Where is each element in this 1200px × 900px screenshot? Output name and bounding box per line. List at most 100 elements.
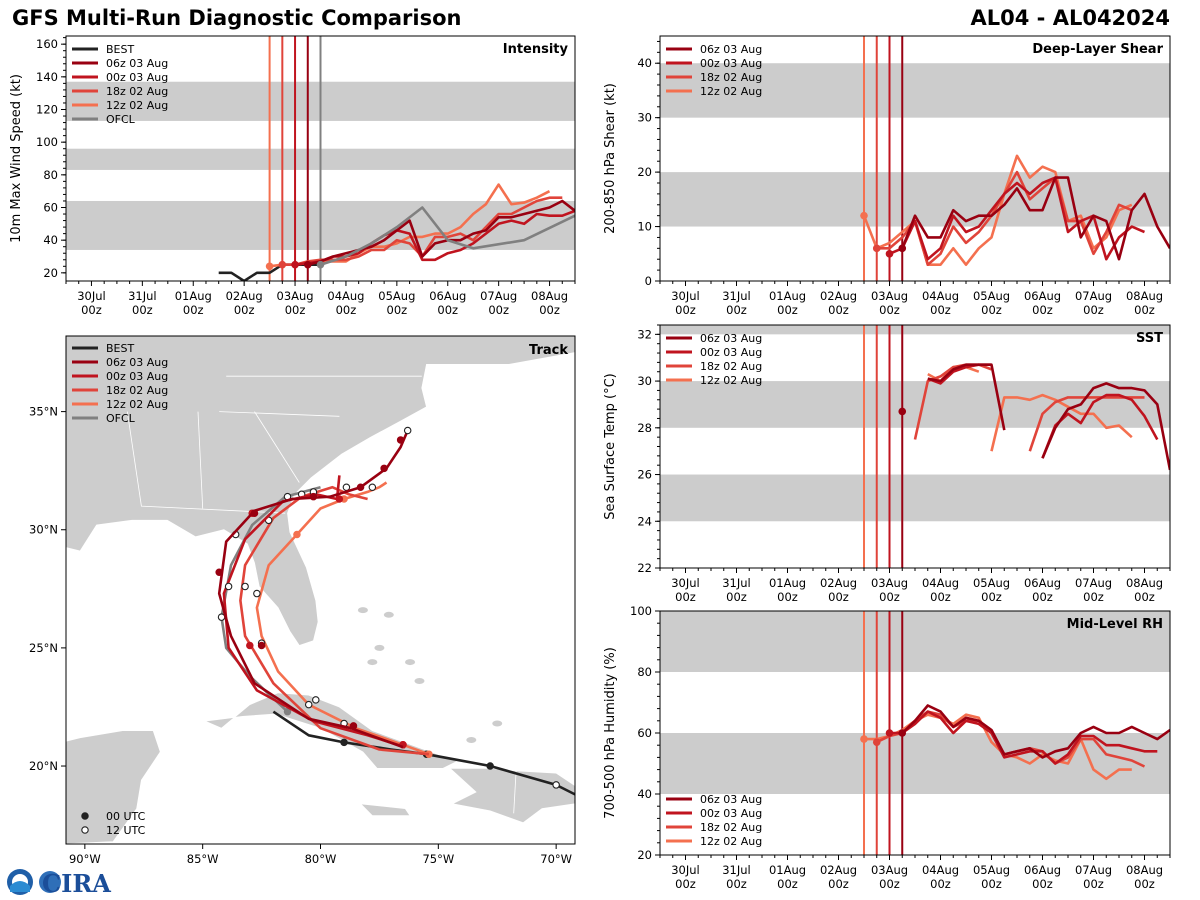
plot-area [66,36,575,281]
y-tick-label: 40 [637,56,652,70]
legend-label: 18z 02 Aug [106,85,168,98]
plot-area [660,611,1170,855]
jamaica [359,803,411,816]
x-tick-label: 07Aug [1075,863,1112,877]
y-axis-label: 700-500 hPa Humidity (%) [603,647,618,819]
position-12utc [224,582,233,591]
plot-area [660,325,1170,568]
legend-label: OFCL [106,412,136,425]
position-12utc [342,483,351,491]
series-r06z03 [307,199,575,266]
x-tick-label: 04Aug [922,863,959,877]
position-12utc [304,700,313,709]
x-tick-label: 90°W [69,852,101,866]
legend-label: 06z 03 Aug [106,356,168,369]
x-tick-label: 00z [234,303,255,317]
init-marker-r06z03 [303,260,312,269]
track-ofcl [220,485,321,713]
series-r00z03 [294,209,575,266]
x-tick-label: 80°W [305,852,337,866]
x-tick-label: 00z [675,877,696,891]
map-landmass [66,336,575,844]
x-tick-label: 00z [336,303,357,317]
x-tick-label: 07Aug [480,289,517,303]
series-r06z03 [901,704,1170,759]
x-tick-label: 05Aug [973,576,1010,590]
position-12utc [217,613,226,621]
x-tick-label: 00z [828,877,849,891]
track-r18z02 [239,485,430,756]
x-tick-label: 00z [183,303,204,317]
x-tick-label: 03Aug [871,289,908,303]
cuba [203,692,459,769]
y-tick-label: 25°N [29,641,58,655]
panel-title: SST [1136,331,1163,346]
series-r06z03 [927,363,1006,431]
legend-label: 06z 03 Aug [700,43,762,56]
island [492,720,503,727]
x-tick-label: 08Aug [1126,576,1163,590]
x-tick-label: 00z [930,590,951,604]
x-tick-label: 00z [675,590,696,604]
y-tick-label: 100 [630,604,652,618]
init-marker-r12z02 [860,211,868,220]
chart-intensity: 2040608010012014016030Jul00z31Jul00z01Au… [9,35,576,317]
x-tick-label: 00z [1134,303,1155,317]
border-line [513,770,517,814]
position-00utc [309,492,318,501]
shade-band [660,381,1170,428]
legend-label: OFCL [106,113,136,126]
y-tick-label: 140 [36,70,58,84]
x-tick-label: 00z [726,303,747,317]
series-r00z03 [888,176,1146,261]
legend-label: 00z 03 Aug [700,346,762,359]
legend-label: 00z 03 Aug [106,370,168,383]
border-line [197,411,204,509]
x-tick-label: 00z [930,877,951,891]
position-00utc [246,641,254,650]
legend-label: 12 UTC [106,824,146,837]
x-tick-label: 30Jul [671,289,700,303]
position-12utc [368,483,377,491]
x-tick-label: 00z [777,877,798,891]
x-tick-label: 04Aug [922,576,959,590]
x-tick-label: 02Aug [226,289,263,303]
panel-title: Deep-Layer Shear [1032,42,1163,57]
y-tick-label: 0 [645,274,652,288]
position-00utc [250,509,259,517]
position-12utc [403,426,412,435]
x-tick-label: 30Jul [77,289,106,303]
x-tick-label: 75°W [422,852,454,866]
x-tick-label: 05Aug [973,289,1010,303]
legend-label: 18z 02 Aug [700,360,762,373]
position-00utc [335,495,344,503]
init-marker-r00z03 [885,249,894,258]
position-00utc [396,436,405,444]
border-line [219,411,340,417]
legend-label: 06z 03 Aug [700,793,762,806]
y-tick-label: 20 [43,266,58,280]
legend-label: 18z 02 Aug [700,71,762,84]
x-tick-label: 00z [981,877,1002,891]
position-00utc [356,483,365,491]
x-tick-label: 00z [726,590,747,604]
storm-id: AL04 - AL042024 [970,6,1171,30]
plot-area [660,36,1170,281]
x-tick-label: 00z [1083,303,1104,317]
init-marker-r12z02 [265,262,274,271]
y-tick-label: 26 [637,468,652,482]
x-tick-label: 00z [1083,590,1104,604]
x-tick-label: 02Aug [820,289,857,303]
legend-label: 12z 02 Aug [700,85,762,98]
logo-text: CIRA [42,869,111,898]
x-tick-label: 08Aug [1126,863,1163,877]
x-tick-label: 00z [828,590,849,604]
chart-rh: 2040608010030Jul00z31Jul00z01Aug00z02Aug… [603,604,1171,891]
legend-label: 18z 02 Aug [106,384,168,397]
shade-band [660,325,1170,335]
series-r12z02 [990,393,1133,452]
x-tick-label: 00z [1032,590,1053,604]
y-axis-label: Sea Surface Temp (°C) [603,373,618,520]
